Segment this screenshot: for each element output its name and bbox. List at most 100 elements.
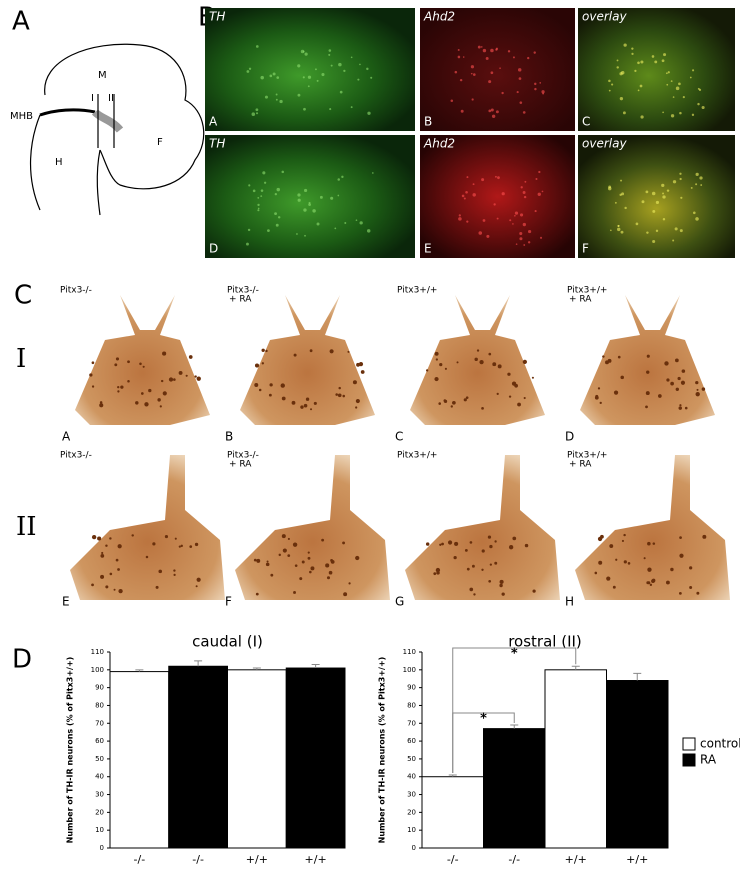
speckle [470, 65, 475, 69]
stained-cell [120, 385, 124, 389]
image-letter: D [565, 430, 574, 444]
speckle [316, 79, 319, 82]
stained-cell [606, 576, 611, 581]
stained-cell [609, 544, 614, 548]
y-tick-label: 110 [91, 648, 104, 656]
stained-cell [89, 373, 93, 377]
error-bar [571, 665, 580, 670]
stained-cell [684, 406, 688, 410]
speckle [616, 66, 619, 69]
speckle [307, 75, 312, 79]
speckle [537, 192, 541, 196]
stained-cell [337, 393, 342, 398]
genotype-label: Pitx3+/+ [567, 451, 607, 461]
stained-cell [666, 378, 670, 382]
stained-cell [360, 370, 365, 374]
stained-cell [456, 361, 459, 364]
speckle [480, 46, 483, 48]
speckle [490, 71, 494, 75]
stained-cell [294, 564, 298, 567]
stained-cell [115, 357, 120, 361]
stained-cell [425, 542, 430, 546]
stained-cell [473, 593, 476, 596]
stained-cell [487, 535, 492, 539]
x-tick-label: -/- [447, 853, 459, 866]
y-tick-label: 60 [407, 737, 416, 745]
image-letter: A [62, 430, 71, 444]
stained-cell [438, 402, 441, 405]
y-tick-label: 10 [407, 826, 416, 834]
speckle [539, 82, 542, 84]
stained-cell [476, 349, 480, 352]
stained-cell [465, 396, 469, 399]
stained-cell [689, 566, 693, 570]
speckle [670, 114, 675, 118]
speckle [533, 51, 536, 54]
speckle [251, 112, 256, 116]
bar [109, 671, 170, 849]
legend-swatch [682, 753, 696, 767]
stained-cell [99, 403, 104, 408]
stained-cell [178, 545, 181, 548]
speckle [338, 62, 342, 67]
speckle [307, 85, 310, 88]
stained-cell [621, 539, 625, 543]
column-label: TH [209, 137, 225, 151]
image-letter: F [225, 595, 232, 609]
speckle [328, 53, 331, 56]
speckle [472, 183, 475, 186]
stained-cell [497, 364, 502, 369]
stained-cell [463, 398, 467, 402]
stained-cell [335, 393, 338, 396]
stained-cell [256, 558, 261, 563]
speckle [466, 220, 469, 223]
speckle [454, 70, 458, 74]
stained-cell [178, 370, 183, 375]
stained-cell [307, 551, 310, 554]
speckle [275, 223, 279, 227]
stained-cell [258, 388, 262, 392]
speckle [646, 231, 649, 234]
y-tick-label: 100 [403, 666, 416, 674]
stained-cell [466, 567, 470, 571]
speckle [303, 208, 307, 212]
speckle [651, 191, 656, 196]
genotype-label: Pitx3+/+ [397, 286, 437, 296]
y-tick-label: 70 [407, 719, 416, 727]
speckle [662, 111, 664, 114]
stained-cell [501, 592, 505, 596]
speckle [274, 212, 277, 216]
speckle [495, 110, 499, 114]
speckle [330, 64, 333, 67]
speckle [679, 229, 683, 233]
stained-cell [265, 349, 268, 353]
x-tick-label: -/- [192, 853, 204, 866]
speckle [675, 86, 680, 91]
speckle [620, 179, 623, 182]
significance-marker: * [511, 647, 518, 662]
stained-cell [646, 581, 650, 585]
speckle [540, 236, 543, 239]
image-letter: D [209, 242, 218, 256]
stained-cell [701, 387, 706, 391]
stained-cell [117, 385, 120, 389]
speckle [350, 56, 353, 59]
stained-cell [617, 355, 621, 359]
tissue-section [580, 295, 715, 425]
stained-cell [507, 372, 511, 376]
y-axis-label: Number of TH-IR neurons (% of Pitx3+/+) [378, 657, 387, 844]
stained-cell [266, 560, 269, 563]
speckle [314, 68, 317, 71]
speckle [275, 93, 278, 96]
micrograph [420, 135, 575, 258]
speckle [367, 111, 371, 115]
stained-cell [254, 363, 260, 368]
stained-cell [100, 574, 105, 579]
stained-cell [174, 537, 177, 540]
y-tick-label: 90 [95, 684, 104, 692]
speckle [519, 231, 523, 236]
stained-cell [643, 557, 646, 560]
stained-cell [355, 555, 360, 561]
speckle [471, 98, 474, 101]
stained-cell [287, 537, 290, 541]
